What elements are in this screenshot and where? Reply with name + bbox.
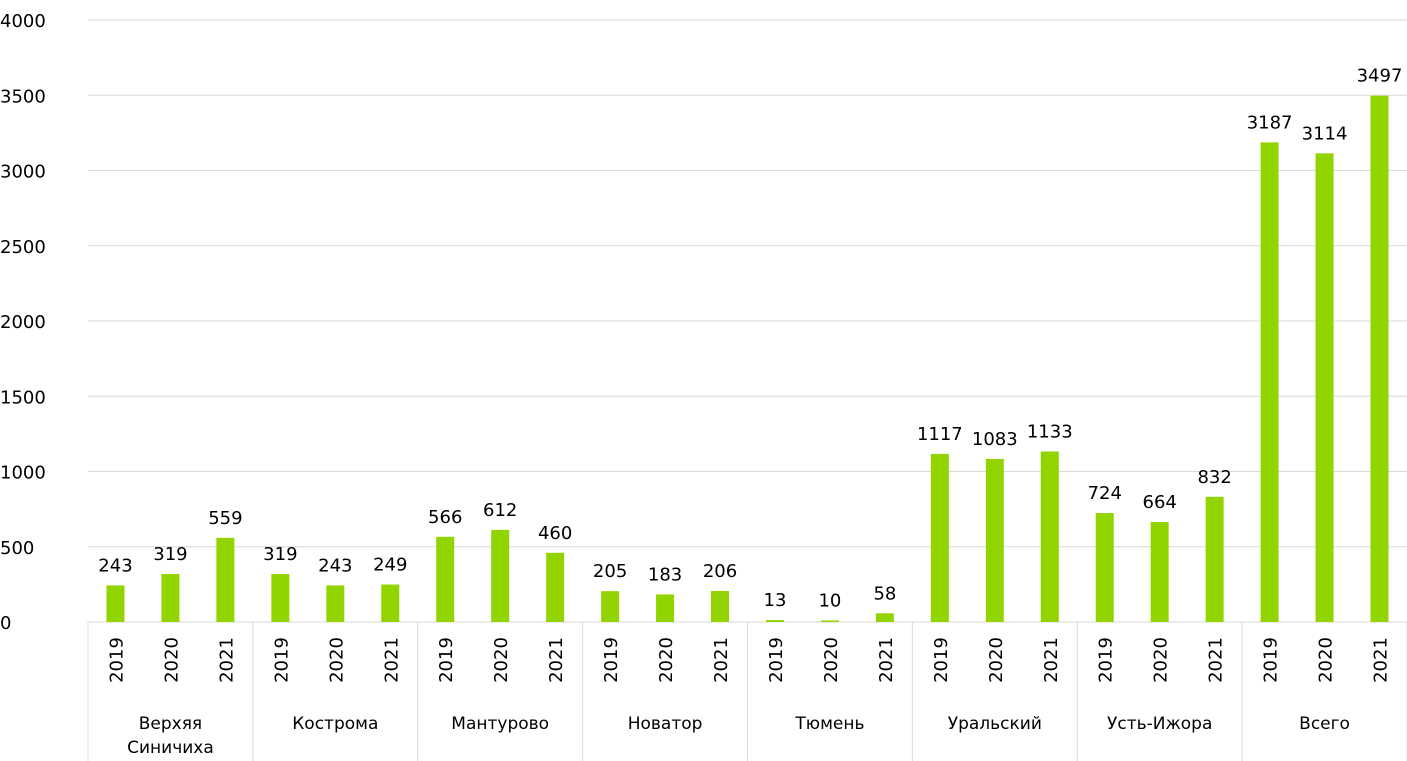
bar (1205, 496, 1224, 622)
data-label: 1117 (917, 424, 963, 445)
bar (1370, 95, 1389, 623)
data-label: 1083 (972, 429, 1018, 450)
data-label: 206 (703, 561, 737, 582)
y-tick-label: 500 (0, 538, 34, 559)
data-label: 1133 (1027, 421, 1073, 442)
x-tick-label: 2021 (1041, 637, 1062, 683)
data-label: 243 (318, 555, 352, 576)
data-label: 612 (483, 500, 517, 521)
data-label: 319 (153, 544, 187, 565)
x-tick-label: 2019 (601, 637, 622, 683)
bar (930, 453, 949, 622)
data-label: 566 (428, 507, 462, 528)
x-tick-label: 2020 (1151, 637, 1172, 683)
x-tick-label: 2020 (656, 637, 677, 683)
data-label: 3497 (1357, 66, 1403, 87)
bar (546, 552, 565, 622)
data-label: 243 (98, 555, 132, 576)
bar (1095, 513, 1114, 622)
x-tick-label: 2020 (986, 637, 1007, 683)
data-label: 832 (1197, 467, 1231, 488)
group-label: Всего (1299, 714, 1350, 734)
x-tick-label: 2021 (546, 637, 567, 683)
group-label: Уральский (947, 714, 1042, 734)
group-label: Тюмень (795, 714, 865, 734)
bar (875, 613, 894, 622)
bar (1260, 142, 1279, 622)
x-tick-label: 2020 (161, 637, 182, 683)
y-tick-label: 2500 (0, 237, 46, 258)
x-tick-label: 2020 (326, 637, 347, 683)
x-tick-label: 2019 (1261, 637, 1282, 683)
bar (161, 573, 180, 622)
y-tick-label: 0 (0, 613, 11, 634)
bar (656, 594, 675, 622)
bar (985, 459, 1004, 622)
x-tick-label: 2019 (106, 637, 127, 683)
bar (436, 536, 455, 622)
group-label: Верхяя Синичиха (127, 714, 214, 758)
data-label: 460 (538, 523, 572, 544)
y-tick-label: 3500 (0, 86, 46, 107)
data-label: 3114 (1302, 123, 1348, 144)
data-label: 58 (873, 583, 896, 604)
x-tick-label: 2021 (711, 637, 732, 683)
data-label: 10 (818, 590, 841, 611)
bar (216, 537, 235, 622)
group-label: Усть-Ижора (1106, 714, 1213, 734)
bar (271, 573, 290, 622)
x-tick-label: 2019 (271, 637, 292, 683)
bar (326, 585, 345, 622)
x-tick-label: 2019 (766, 637, 787, 683)
bar (106, 585, 125, 622)
x-tick-label: 2021 (216, 637, 237, 683)
x-tick-label: 2019 (436, 637, 457, 683)
data-label: 319 (263, 544, 297, 565)
bar (1040, 451, 1059, 622)
y-tick-label: 3000 (0, 162, 46, 183)
group-label: Новатор (627, 714, 703, 734)
x-tick-label: 2021 (1206, 637, 1227, 683)
data-label: 13 (764, 590, 787, 611)
x-tick-label: 2021 (876, 637, 897, 683)
data-label: 205 (593, 561, 627, 582)
bar (601, 591, 620, 622)
y-tick-label: 4000 (0, 11, 46, 32)
bar (1315, 153, 1334, 622)
x-tick-label: 2020 (821, 637, 842, 683)
data-label: 3187 (1247, 112, 1293, 133)
y-tick-label: 1500 (0, 387, 46, 408)
bar (381, 584, 400, 622)
x-tick-label: 2020 (491, 637, 512, 683)
data-label: 183 (648, 564, 682, 585)
bar (1150, 522, 1169, 622)
data-label: 559 (208, 508, 242, 529)
y-tick-label: 1000 (0, 463, 46, 484)
bar (765, 620, 784, 622)
data-label: 249 (373, 555, 407, 576)
bar (491, 529, 510, 622)
group-label: Кострома (292, 714, 379, 734)
group-label: Мантурово (451, 714, 550, 734)
x-tick-label: 2019 (931, 637, 952, 683)
y-tick-label: 2000 (0, 312, 46, 333)
x-tick-label: 2021 (381, 637, 402, 683)
bar (820, 620, 839, 622)
x-tick-label: 2020 (1316, 637, 1337, 683)
data-label: 664 (1143, 492, 1177, 513)
bar (711, 590, 730, 622)
data-label: 724 (1088, 483, 1122, 504)
x-tick-label: 2021 (1371, 637, 1392, 683)
x-tick-label: 2019 (1096, 637, 1117, 683)
